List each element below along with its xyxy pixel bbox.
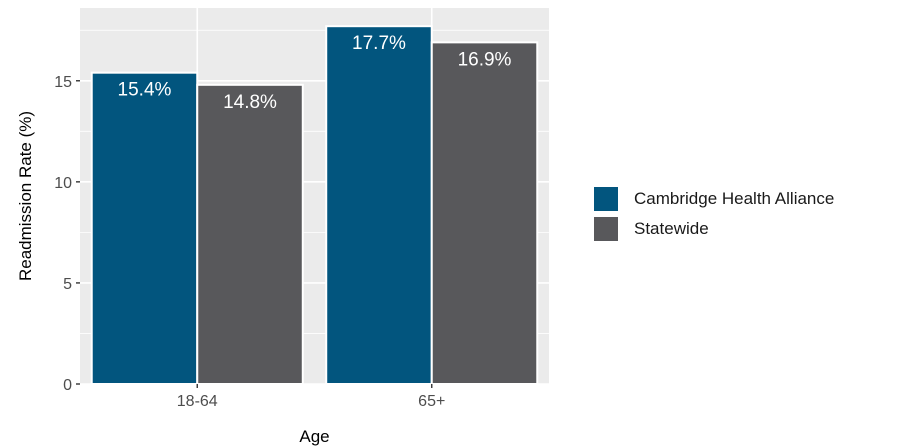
legend-item-cambridge: Cambridge Health Alliance	[594, 184, 834, 214]
y-tick-label: 5	[63, 276, 72, 293]
bar-value-label: 16.9%	[458, 49, 512, 70]
bar-value-label: 15.4%	[118, 80, 172, 101]
bar	[196, 83, 304, 386]
legend-label-statewide: Statewide	[634, 219, 709, 238]
bars	[90, 25, 539, 386]
legend-swatch-statewide	[594, 217, 618, 241]
bar-value-label: 17.7%	[352, 33, 406, 54]
legend: Cambridge Health Alliance Statewide	[594, 184, 834, 244]
bar	[325, 25, 433, 386]
bar	[90, 71, 199, 385]
x-axis: 18-64 65+	[177, 384, 445, 410]
y-tick-label: 15	[54, 74, 72, 91]
legend-item-statewide: Statewide	[594, 214, 834, 244]
y-axis: 0 5 10 15	[54, 74, 80, 394]
x-tick-label: 18-64	[177, 393, 218, 410]
y-tick-label: 10	[54, 175, 72, 192]
bar	[430, 41, 539, 385]
legend-swatch-cambridge	[594, 187, 618, 211]
legend-label-cambridge: Cambridge Health Alliance	[634, 189, 835, 208]
y-axis-title: Readmission Rate (%)	[16, 111, 35, 281]
x-axis-title: Age	[299, 427, 329, 446]
x-tick-label: 65+	[418, 393, 445, 410]
bar-value-labels: 15.4% 14.8% 17.7% 16.9%	[118, 33, 512, 113]
y-tick-label: 0	[63, 377, 72, 394]
bar-value-label: 14.8%	[223, 92, 277, 113]
